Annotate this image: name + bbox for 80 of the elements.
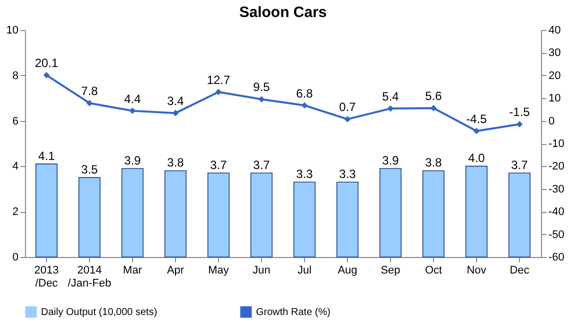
data-label: 3.9 bbox=[124, 153, 142, 168]
x-tick-label: Mar bbox=[123, 264, 142, 276]
point bbox=[301, 102, 308, 109]
y2-tick-label: -10 bbox=[548, 138, 564, 150]
y-tick-label: 10 bbox=[6, 24, 18, 36]
y2-tick-label: 40 bbox=[548, 24, 561, 36]
data-label: 7.8 bbox=[81, 84, 98, 98]
y2-tick-label: 0 bbox=[548, 115, 555, 128]
data-label: -1.5 bbox=[509, 105, 530, 120]
data-label: 3.8 bbox=[425, 156, 442, 170]
y2-tick-label: 30 bbox=[548, 47, 561, 60]
y-tick-label: 4 bbox=[12, 160, 18, 173]
y-tick-label: 2 bbox=[12, 206, 18, 218]
data-label: 5.6 bbox=[425, 89, 442, 104]
x-tick-label: Apr bbox=[166, 264, 184, 276]
y2-tick-label: -30 bbox=[548, 183, 564, 196]
point bbox=[430, 104, 437, 112]
y-tick-label: 0 bbox=[12, 252, 18, 264]
point bbox=[473, 128, 480, 134]
data-label: 4.0 bbox=[468, 151, 486, 166]
data-label: 12.7 bbox=[206, 72, 230, 87]
x-tick-label: Aug bbox=[338, 264, 358, 276]
point bbox=[43, 72, 50, 78]
data-label: 3.7 bbox=[253, 158, 270, 172]
bar bbox=[293, 182, 316, 258]
x-tick-label: 2013 /Dec bbox=[34, 264, 59, 290]
data-label: 3.8 bbox=[167, 156, 184, 170]
x-tick-label: May bbox=[208, 264, 230, 276]
data-label: 3.7 bbox=[511, 158, 528, 172]
y-tick-label: 8 bbox=[12, 70, 18, 82]
data-label: 4.4 bbox=[124, 92, 142, 106]
bar bbox=[78, 177, 101, 258]
bar bbox=[422, 170, 445, 258]
y2-tick-label: -60 bbox=[548, 252, 564, 264]
data-label: 3.9 bbox=[382, 153, 400, 168]
data-label: -4.5 bbox=[466, 112, 488, 126]
x-tick-label: Nov bbox=[466, 264, 487, 276]
bar bbox=[164, 170, 187, 258]
x-tick-label: 2014 /Jan-Feb bbox=[68, 264, 112, 290]
point bbox=[258, 96, 265, 102]
point bbox=[344, 116, 351, 122]
data-label: 3.5 bbox=[81, 162, 98, 177]
x-tick-label: Jun bbox=[252, 264, 270, 276]
x-tick-label: Dec bbox=[510, 264, 530, 276]
bar bbox=[121, 168, 144, 258]
bar bbox=[465, 166, 488, 258]
x-tick-label: Sep bbox=[380, 264, 400, 276]
data-label: 4.1 bbox=[38, 148, 56, 163]
point bbox=[129, 108, 136, 114]
y2-tick-label: -50 bbox=[548, 228, 564, 241]
bar bbox=[207, 172, 230, 258]
x-tick-label: Jul bbox=[297, 264, 312, 276]
bar bbox=[508, 172, 531, 258]
point bbox=[516, 121, 523, 128]
legend-label: Daily Output (10,000 sets) bbox=[41, 307, 158, 318]
data-label: 6.8 bbox=[296, 86, 314, 100]
data-label: 0.7 bbox=[339, 100, 356, 114]
bar bbox=[35, 164, 58, 258]
y2-tick-label: 20 bbox=[548, 70, 561, 82]
bar bbox=[250, 172, 273, 258]
bar bbox=[379, 168, 402, 258]
y-tick-label: 6 bbox=[12, 115, 18, 128]
y2-tick-label: -20 bbox=[548, 160, 564, 173]
data-label: 20.1 bbox=[34, 56, 58, 70]
point bbox=[215, 88, 222, 96]
y2-tick-label: -40 bbox=[548, 206, 564, 218]
data-label: 3.3 bbox=[296, 167, 314, 182]
point bbox=[387, 105, 394, 112]
legend-label: Growth Rate (%) bbox=[256, 307, 330, 318]
y2-tick-label: 10 bbox=[548, 92, 561, 105]
data-label: 3.4 bbox=[167, 94, 184, 108]
chart-title: Saloon Cars bbox=[239, 4, 327, 21]
data-label: 3.3 bbox=[339, 167, 356, 182]
data-label: 5.4 bbox=[382, 90, 400, 104]
point bbox=[86, 100, 93, 106]
bar bbox=[336, 182, 359, 258]
x-tick-label: Oct bbox=[424, 264, 442, 276]
point bbox=[172, 110, 179, 116]
data-label: 3.7 bbox=[210, 158, 228, 172]
data-label: 9.5 bbox=[253, 80, 270, 94]
